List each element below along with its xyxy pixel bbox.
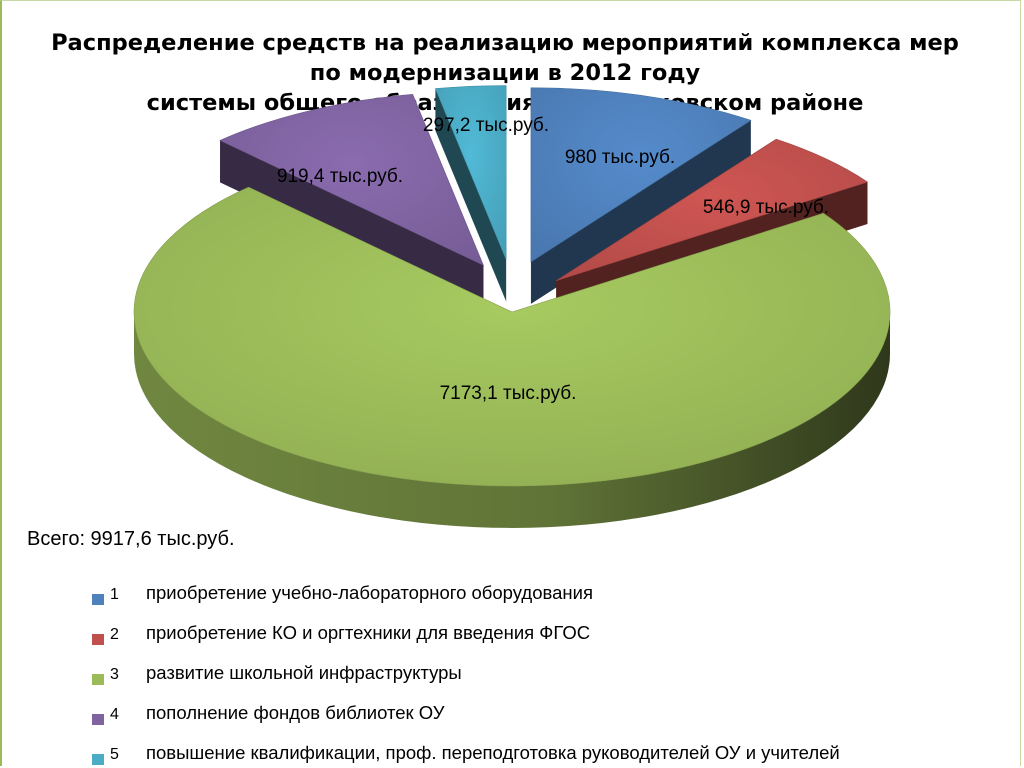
legend-item-2: 2 приобретение КО и оргтехники для введе… — [90, 620, 1020, 660]
pie-slice-5-wall-1 — [435, 88, 507, 302]
legend-item-4: 4 пополнение фондов библиотек ОУ — [90, 700, 1020, 740]
pie-slice-4-top — [219, 94, 484, 266]
pie-slice-5-top — [434, 85, 507, 260]
legend-number-5: 5 — [110, 746, 119, 763]
legend: 1 приобретение учебно-лабораторного обор… — [90, 580, 1020, 768]
pie-chart: 980 тыс.руб. 546,9 тыс.руб. 7173,1 тыс.руб… — [133, 85, 891, 528]
data-label-4: 919,4 тыс.руб. — [277, 166, 403, 187]
legend-number-1: 1 — [110, 586, 119, 603]
pie-slice-2-top — [556, 138, 869, 281]
legend-number-2: 2 — [110, 626, 119, 643]
pie-slice-1-wall-2 — [530, 120, 751, 304]
chart-title-line-1: Распределение средств на реализацию меро… — [51, 30, 959, 56]
pie-slice-5 — [434, 85, 507, 302]
legend-text-5: повышение квалификации, проф. переподгот… — [146, 742, 840, 763]
data-label-5: 297,2 тыс.руб. — [423, 115, 549, 136]
pie-slice-1-top — [530, 87, 752, 263]
legend-text-4: пополнение фондов библиотек ОУ — [146, 702, 445, 723]
legend-text-1: приобретение учебно-лабораторного оборуд… — [146, 582, 593, 603]
legend-swatch-1 — [92, 594, 104, 605]
legend-number-4: 4 — [110, 706, 119, 723]
data-label-2: 546,9 тыс.руб. — [703, 197, 829, 218]
legend-swatch-4 — [92, 714, 104, 725]
legend-swatch-2 — [92, 634, 104, 645]
chart-title-line-2: по модернизации в 2012 году — [309, 60, 701, 86]
legend-swatch-5 — [92, 754, 104, 765]
pie-slice-3 — [133, 186, 891, 528]
data-label-3: 7173,1 тыс.руб. — [440, 383, 577, 404]
pie-slice-1 — [530, 87, 752, 304]
legend-item-3: 3 развитие школьной инфраструктуры — [90, 660, 1020, 700]
legend-number-3: 3 — [110, 666, 119, 683]
data-label-1: 980 тыс.руб. — [565, 147, 675, 168]
legend-text-3: развитие школьной инфраструктуры — [146, 662, 462, 683]
pie-slice-3-top — [133, 186, 891, 487]
legend-text-2: приобретение КО и оргтехники для введени… — [146, 622, 591, 643]
legend-swatch-3 — [92, 674, 104, 685]
legend-item-1: 1 приобретение учебно-лабораторного обор… — [90, 580, 1020, 620]
total-label: Всего: 9917,6 тыс.руб. — [27, 528, 235, 550]
pie-slice-3-side — [134, 312, 890, 528]
pie-slice-4-wall-1 — [220, 140, 484, 308]
legend-item-5: 5 повышение квалификации, проф. переподг… — [90, 740, 1020, 768]
pie-slice-4 — [219, 94, 484, 308]
